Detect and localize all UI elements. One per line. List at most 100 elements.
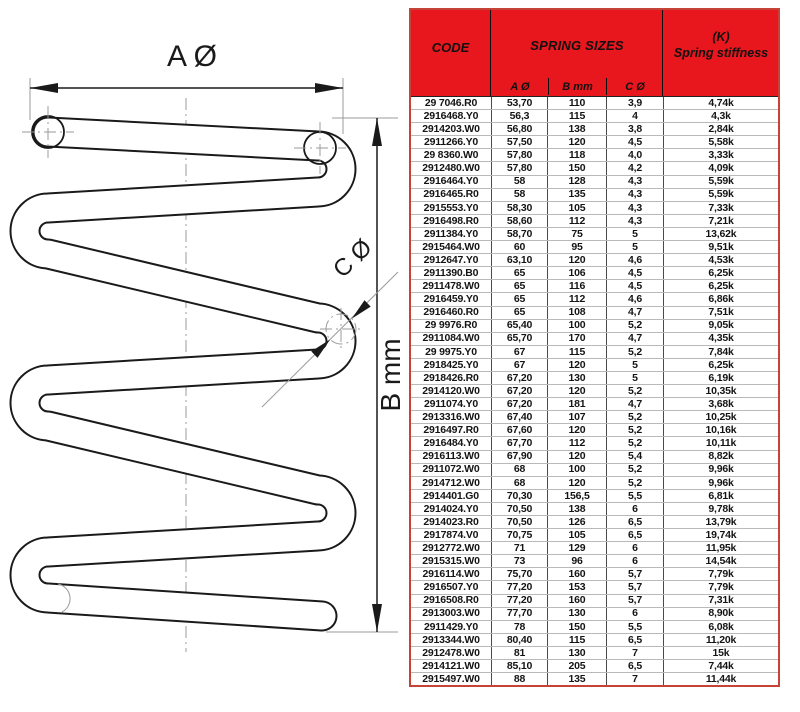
cell-stiffness: 6,25k xyxy=(663,280,778,293)
cell-b-length: 120 xyxy=(547,136,606,149)
cell-stiffness: 11,95k xyxy=(663,542,778,555)
cell-stiffness: 5,59k xyxy=(663,175,778,188)
cell-code: 2916508.R0 xyxy=(423,594,479,607)
cell-c-diameter: 4,0 xyxy=(606,149,663,162)
table-row: 2914024.Y0 70,50 138 6 9,78k xyxy=(411,501,778,515)
cell-code: 29 8360.W0 xyxy=(423,149,479,162)
cell-code: 2914121.W0 xyxy=(422,659,480,672)
table-row: 2911072.W0 68 100 5,2 9,96k xyxy=(411,462,778,476)
cell-code: 2916113.W0 xyxy=(422,450,480,463)
table-row: 2916468.Y0 56,3 115 4 4,3k xyxy=(411,109,778,123)
cell-a-diameter: 77,20 xyxy=(491,581,547,594)
cell-stiffness: 11,20k xyxy=(663,633,778,646)
cell-a-diameter: 58 xyxy=(491,188,547,201)
cell-a-diameter: 75,70 xyxy=(491,568,547,581)
cell-b-length: 150 xyxy=(547,620,606,633)
cell-stiffness: 2,84k xyxy=(663,123,778,136)
cell-c-diameter: 4,3 xyxy=(606,214,663,227)
cell-a-diameter: 56,80 xyxy=(491,123,547,136)
cell-a-diameter: 67,20 xyxy=(491,398,547,411)
cell-b-length: 115 xyxy=(547,633,606,646)
cell-code: 2914023.R0 xyxy=(423,515,479,528)
table-row: 2912478.W0 81 130 7 15k xyxy=(411,645,778,660)
cell-c-diameter: 6 xyxy=(606,542,663,555)
cell-stiffness: 4,09k xyxy=(663,162,778,175)
cell-c-diameter: 4,7 xyxy=(606,306,663,319)
cell-b-length: 115 xyxy=(547,110,606,123)
cell-code: 2913316.W0 xyxy=(422,411,480,424)
cell-code: 2916460.R0 xyxy=(423,306,479,319)
cell-stiffness: 11,44k xyxy=(663,673,778,686)
table-row: 2916465.R0 58 135 4,3 5,59k xyxy=(411,187,778,201)
cell-b-length: 105 xyxy=(547,529,606,542)
cell-stiffness: 7,33k xyxy=(663,201,778,214)
table-row: 2914120.W0 67,20 120 5,2 10,35k xyxy=(411,384,778,398)
arrow-left-icon xyxy=(30,83,58,93)
table-row: 2918426.R0 67,20 130 5 6,19k xyxy=(411,370,778,385)
cell-c-diameter: 4,5 xyxy=(606,136,663,149)
cell-b-length: 138 xyxy=(547,123,606,136)
cell-a-diameter: 67,90 xyxy=(491,450,547,463)
cell-a-diameter: 65 xyxy=(491,293,547,306)
cell-code: 2918425.Y0 xyxy=(423,358,479,371)
cell-stiffness: 4,3k xyxy=(663,110,778,123)
cell-a-diameter: 71 xyxy=(491,542,547,555)
cell-code: 2916465.R0 xyxy=(423,188,479,201)
cell-stiffness: 6,81k xyxy=(663,489,778,502)
cell-c-diameter: 5,2 xyxy=(606,437,663,450)
cell-a-diameter: 67,40 xyxy=(491,411,547,424)
cell-a-diameter: 77,20 xyxy=(491,594,547,607)
cell-c-diameter: 5,7 xyxy=(606,568,663,581)
cell-stiffness: 6,08k xyxy=(663,620,778,633)
table-row: 2915497.W0 88 135 7 11,44k xyxy=(411,672,778,686)
table-row: 2911074.Y0 67,20 181 4,7 3,68k xyxy=(411,397,778,411)
table-row: 2914203.W0 56,80 138 3,8 2,84k xyxy=(411,122,778,136)
cell-code: 2914401.G0 xyxy=(423,489,479,502)
cell-stiffness: 4,35k xyxy=(663,332,778,345)
cell-c-diameter: 4,6 xyxy=(606,293,663,306)
cell-c-diameter: 5,7 xyxy=(606,581,663,594)
cell-b-length: 181 xyxy=(547,398,606,411)
cell-a-diameter: 67 xyxy=(491,345,547,358)
cell-b-length: 120 xyxy=(547,358,606,371)
cell-a-diameter: 57,50 xyxy=(491,136,547,149)
table-row: 29 7046.R0 53,70 110 3,9 4,74k xyxy=(411,96,778,110)
cell-code: 29 9975.Y0 xyxy=(425,345,477,358)
cell-c-diameter: 6 xyxy=(606,502,663,515)
cell-code: 2912480.W0 xyxy=(422,162,480,175)
cell-stiffness: 7,84k xyxy=(663,345,778,358)
cell-c-diameter: 5,2 xyxy=(606,319,663,332)
cell-code: 29 7046.R0 xyxy=(424,96,478,109)
label-a-diameter: A Ø xyxy=(167,40,217,73)
arrow-right-icon xyxy=(315,83,343,93)
cell-c-diameter: 4,7 xyxy=(606,332,663,345)
cell-stiffness: 10,35k xyxy=(663,385,778,398)
label-b-length: B mm xyxy=(375,338,406,411)
cell-b-length: 138 xyxy=(547,502,606,515)
cell-a-diameter: 78 xyxy=(491,620,547,633)
cell-a-diameter: 56,3 xyxy=(491,110,547,123)
cell-b-length: 105 xyxy=(547,201,606,214)
cell-stiffness: 3,33k xyxy=(663,149,778,162)
cell-a-diameter: 60 xyxy=(491,241,547,254)
cell-c-diameter: 5,2 xyxy=(606,411,663,424)
cell-c-diameter: 5,2 xyxy=(606,476,663,489)
cell-stiffness: 5,59k xyxy=(663,188,778,201)
cell-stiffness: 7,51k xyxy=(663,306,778,319)
cell-a-diameter: 65 xyxy=(491,306,547,319)
cell-a-diameter: 68 xyxy=(491,463,547,476)
table-row: 2913344.W0 80,40 115 6,5 11,20k xyxy=(411,632,778,646)
cell-c-diameter: 4,3 xyxy=(606,188,663,201)
dimension-a: A Ø xyxy=(29,40,344,134)
cell-a-diameter: 58,70 xyxy=(491,227,547,241)
table-row: 2916484.Y0 67,70 112 5,2 10,11k xyxy=(411,436,778,450)
cell-a-diameter: 70,75 xyxy=(491,529,547,542)
cell-stiffness: 7,79k xyxy=(663,568,778,581)
cell-b-length: 112 xyxy=(547,437,606,450)
table-row: 2911478.W0 65 116 4,5 6,25k xyxy=(411,279,778,293)
cell-a-diameter: 65,40 xyxy=(491,319,547,332)
cell-code: 2915464.W0 xyxy=(422,240,480,253)
cell-code: 2915315.W0 xyxy=(422,555,480,568)
cell-c-diameter: 6,5 xyxy=(606,529,663,542)
cell-c-diameter: 5,7 xyxy=(606,594,663,607)
